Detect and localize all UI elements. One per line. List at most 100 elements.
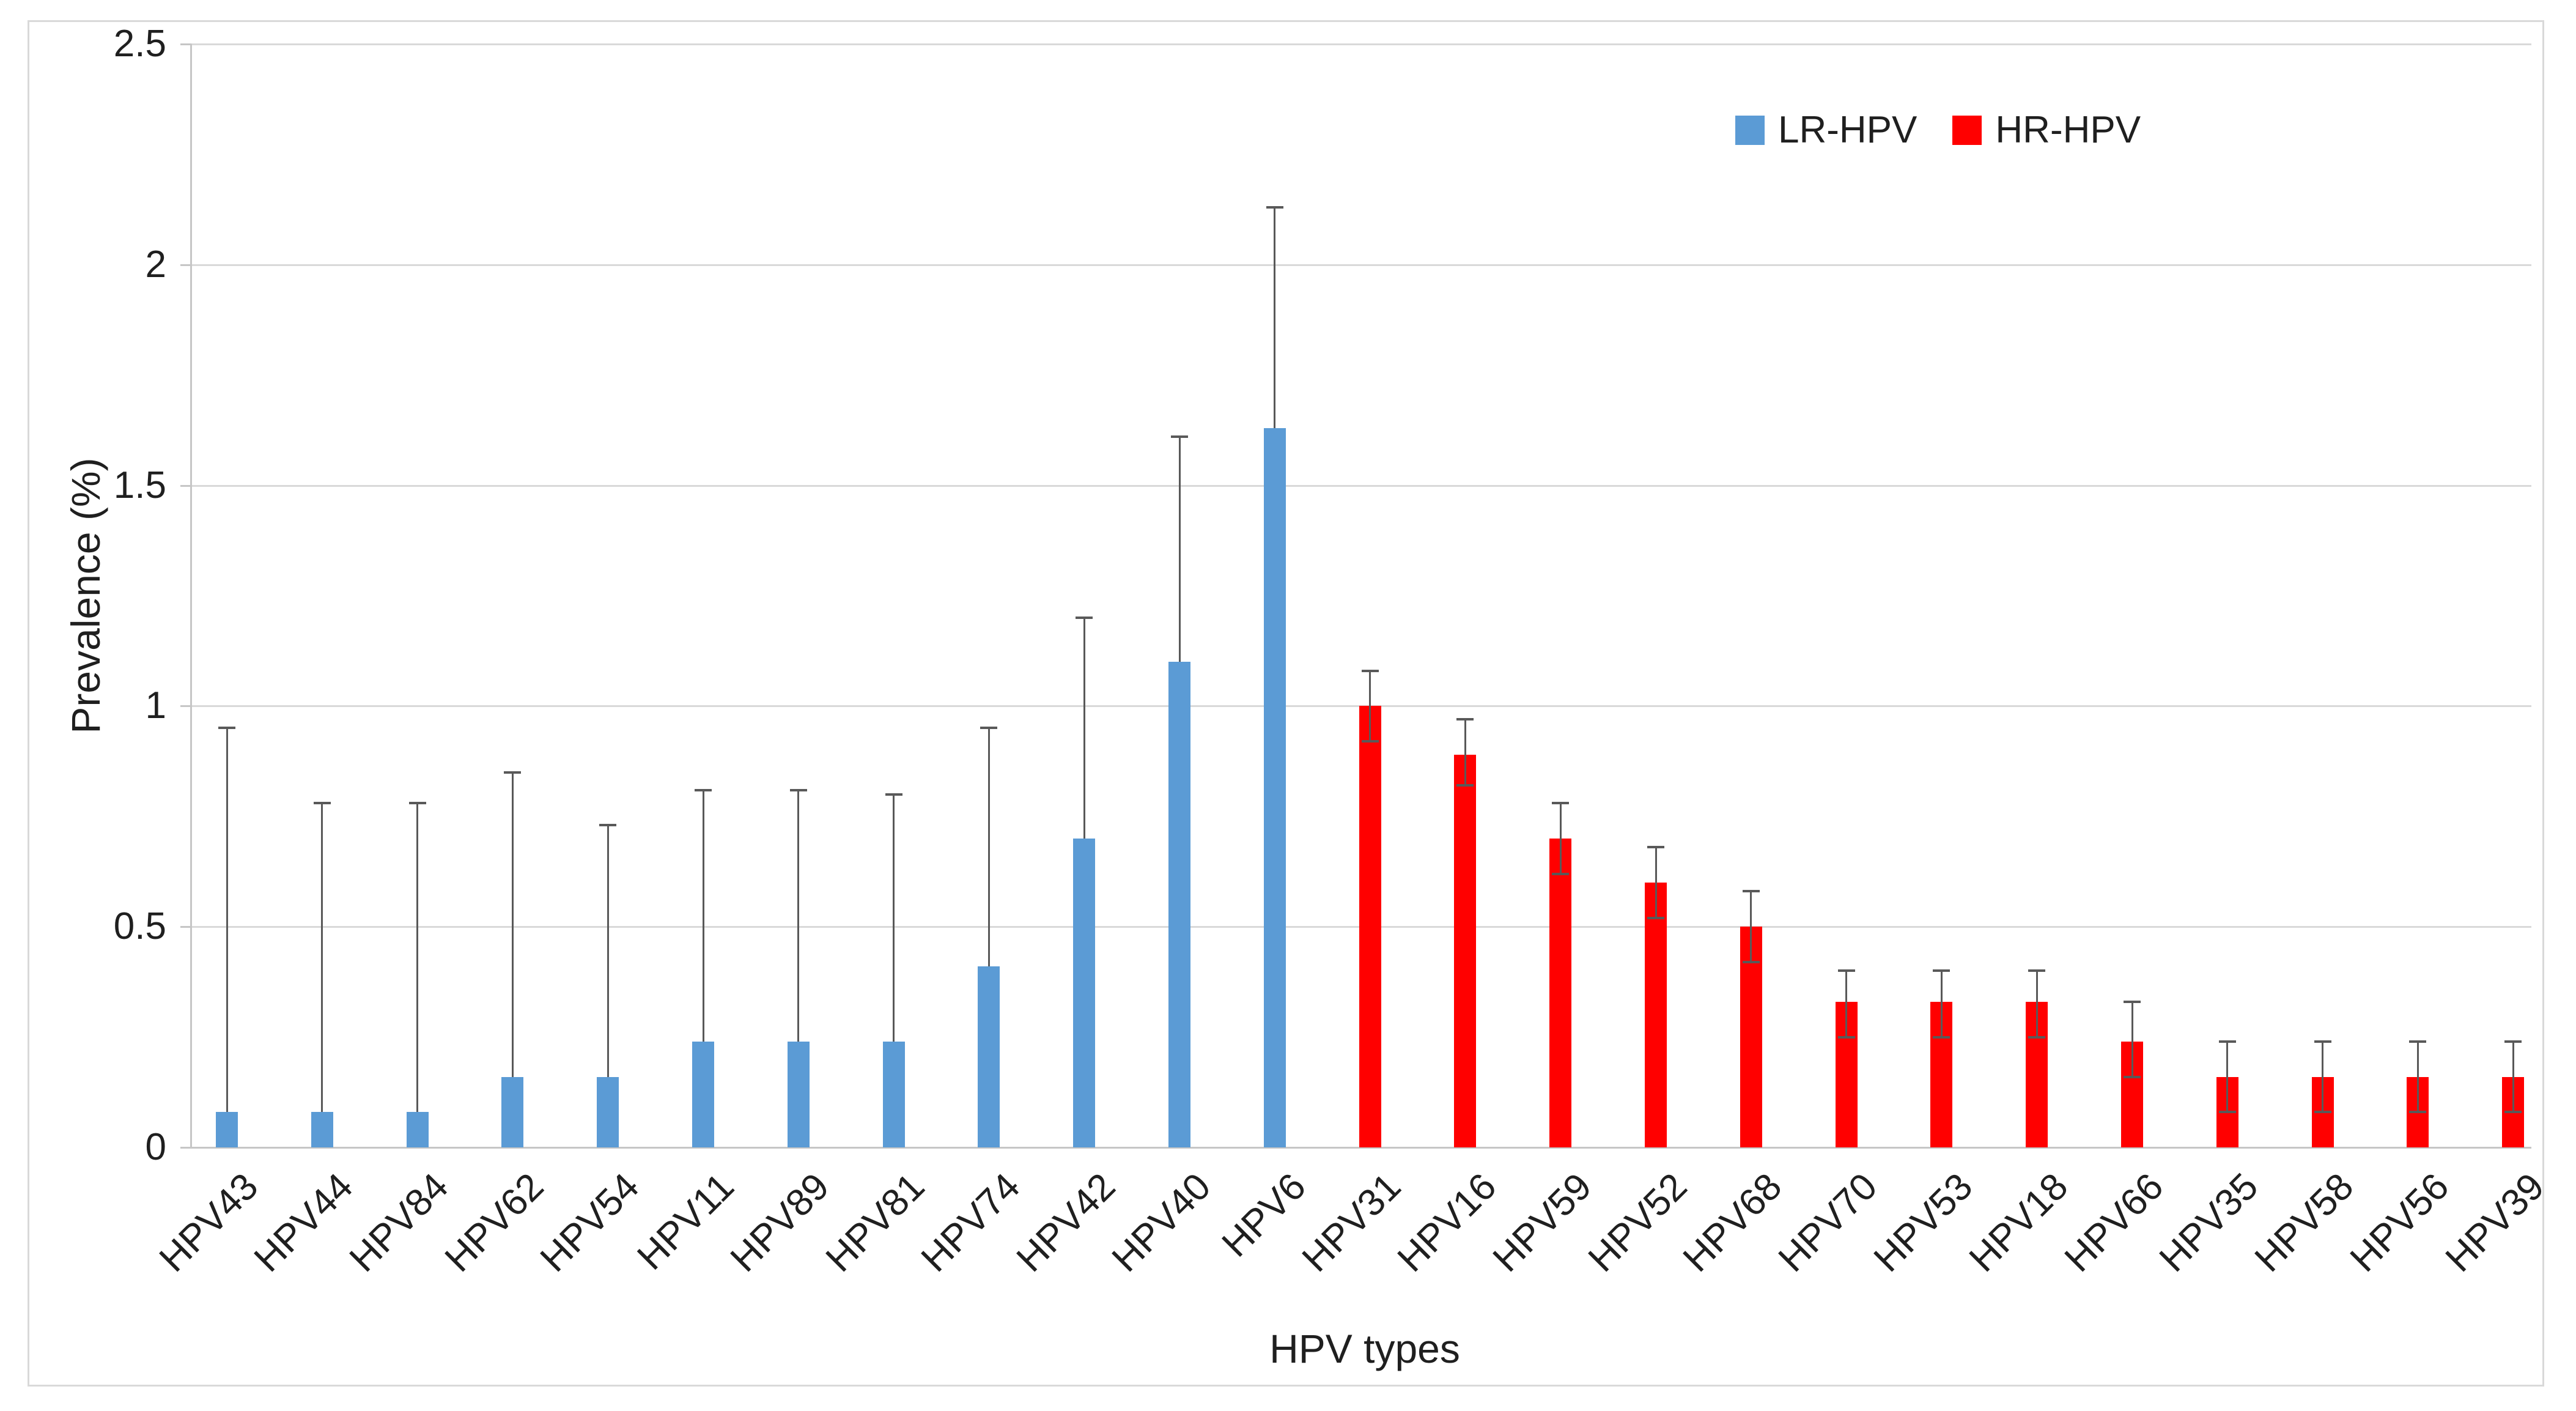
error-bar-HPV68 <box>1750 891 1752 962</box>
lr-hpv-swatch-icon <box>1735 116 1765 145</box>
error-bar-HPV11 <box>702 790 704 1042</box>
y-tick-mark-2.5 <box>180 43 191 45</box>
error-bar-HPV66 <box>2131 1001 2133 1077</box>
error-cap-bottom-HPV35 <box>2218 1111 2236 1114</box>
bar-HPV16 <box>1454 754 1477 1147</box>
error-cap-top-HPV84 <box>408 802 426 805</box>
error-cap-top-HPV74 <box>980 727 998 730</box>
error-cap-bottom-HPV58 <box>2314 1111 2331 1114</box>
error-cap-top-HPV58 <box>2314 1040 2331 1043</box>
bar-HPV84 <box>406 1112 429 1147</box>
y-tick-label-2.5: 2.5 <box>113 23 166 65</box>
error-bar-HPV52 <box>1655 847 1657 918</box>
gridline-y-2.5 <box>191 43 2531 45</box>
error-cap-bottom-HPV31 <box>1361 740 1379 743</box>
error-cap-bottom-HPV70 <box>1837 1035 1855 1039</box>
error-cap-top-HPV39 <box>2504 1040 2522 1043</box>
error-bar-HPV59 <box>1559 803 1562 874</box>
gridline-y-2 <box>191 264 2531 266</box>
bar-HPV62 <box>501 1076 524 1147</box>
error-cap-top-HPV56 <box>2409 1040 2427 1043</box>
error-bar-HPV31 <box>1369 670 1371 742</box>
error-cap-top-HPV18 <box>2028 969 2046 972</box>
error-bar-HPV62 <box>511 772 514 1077</box>
error-cap-top-HPV11 <box>695 788 712 791</box>
error-cap-top-HPV62 <box>504 771 522 774</box>
y-tick-mark-1.5 <box>180 484 191 487</box>
bar-HPV89 <box>787 1041 810 1147</box>
x-axis-line <box>191 1147 2531 1149</box>
y-tick-mark-2 <box>180 264 191 266</box>
bar-HPV42 <box>1073 838 1096 1147</box>
error-bar-HPV44 <box>321 803 323 1113</box>
bar-HPV74 <box>978 966 1000 1147</box>
error-cap-top-HPV54 <box>599 824 617 827</box>
y-tick-label-0: 0 <box>145 1126 166 1168</box>
y-tick-mark-0.5 <box>180 926 191 928</box>
hr-hpv-swatch-icon <box>1952 116 1982 145</box>
y-tick-label-2: 2 <box>145 243 166 286</box>
y-tick-mark-1 <box>180 705 191 708</box>
error-cap-top-HPV53 <box>1933 969 1950 972</box>
error-cap-top-HPV68 <box>1742 890 1760 893</box>
error-cap-top-HPV70 <box>1837 969 1855 972</box>
error-bar-HPV35 <box>2226 1041 2229 1113</box>
error-bar-HPV74 <box>987 728 990 967</box>
error-cap-top-HPV16 <box>1456 718 1474 721</box>
error-cap-top-HPV81 <box>885 793 902 796</box>
bar-HPV11 <box>692 1041 714 1147</box>
error-bar-HPV53 <box>1940 971 1943 1037</box>
legend-label-hr-hpv: HR-HPV <box>1995 109 2141 151</box>
error-cap-top-HPV44 <box>313 802 331 805</box>
error-bar-HPV54 <box>607 825 609 1077</box>
x-axis-title: HPV types <box>1269 1326 1460 1371</box>
y-axis-line <box>190 44 192 1149</box>
error-cap-top-HPV89 <box>789 788 807 791</box>
error-bar-HPV70 <box>1845 971 1848 1037</box>
error-cap-top-HPV43 <box>218 727 235 730</box>
bar-HPV81 <box>882 1041 905 1147</box>
error-cap-top-HPV52 <box>1647 846 1664 849</box>
error-cap-top-HPV35 <box>2218 1040 2236 1043</box>
error-cap-bottom-HPV18 <box>2028 1035 2046 1039</box>
y-tick-label-0.5: 0.5 <box>113 905 166 948</box>
legend-label-lr-hpv: LR-HPV <box>1778 109 1917 151</box>
error-cap-top-HPV40 <box>1171 435 1188 439</box>
error-bar-HPV43 <box>226 728 228 1113</box>
bar-HPV43 <box>216 1112 238 1147</box>
error-cap-top-HPV66 <box>2124 1000 2141 1003</box>
legend: LR-HPV HR-HPV <box>1735 111 2141 149</box>
bar-HPV44 <box>311 1112 333 1147</box>
bar-HPV68 <box>1740 927 1762 1147</box>
error-bar-HPV6 <box>1274 207 1276 428</box>
y-tick-label-1: 1 <box>145 684 166 727</box>
chart-border <box>28 20 2544 1387</box>
error-cap-bottom-HPV59 <box>1552 872 1570 875</box>
y-tick-mark-0 <box>180 1147 191 1149</box>
error-cap-bottom-HPV66 <box>2124 1075 2141 1078</box>
error-bar-HPV42 <box>1083 618 1085 839</box>
error-bar-HPV40 <box>1178 437 1181 662</box>
error-bar-HPV16 <box>1464 719 1466 786</box>
y-tick-label-1.5: 1.5 <box>113 464 166 506</box>
legend-item-lr-hpv: LR-HPV <box>1735 111 1917 149</box>
bar-HPV31 <box>1359 706 1381 1147</box>
error-cap-top-HPV6 <box>1266 206 1283 209</box>
bar-HPV6 <box>1263 428 1286 1147</box>
error-bar-HPV56 <box>2416 1041 2419 1113</box>
error-cap-bottom-HPV16 <box>1456 784 1474 787</box>
bar-HPV54 <box>597 1076 619 1147</box>
error-bar-HPV18 <box>2035 971 2038 1037</box>
error-bar-HPV81 <box>893 794 895 1042</box>
error-bar-HPV84 <box>416 803 419 1113</box>
bar-HPV40 <box>1168 662 1190 1147</box>
gridline-y-1.5 <box>191 484 2531 487</box>
error-cap-bottom-HPV53 <box>1933 1035 1950 1039</box>
error-cap-bottom-HPV52 <box>1647 916 1664 919</box>
bar-HPV59 <box>1549 838 1572 1147</box>
legend-item-hr-hpv: HR-HPV <box>1952 111 2141 149</box>
error-bar-HPV39 <box>2512 1041 2514 1113</box>
error-cap-top-HPV31 <box>1361 669 1379 672</box>
error-cap-top-HPV42 <box>1076 617 1093 620</box>
